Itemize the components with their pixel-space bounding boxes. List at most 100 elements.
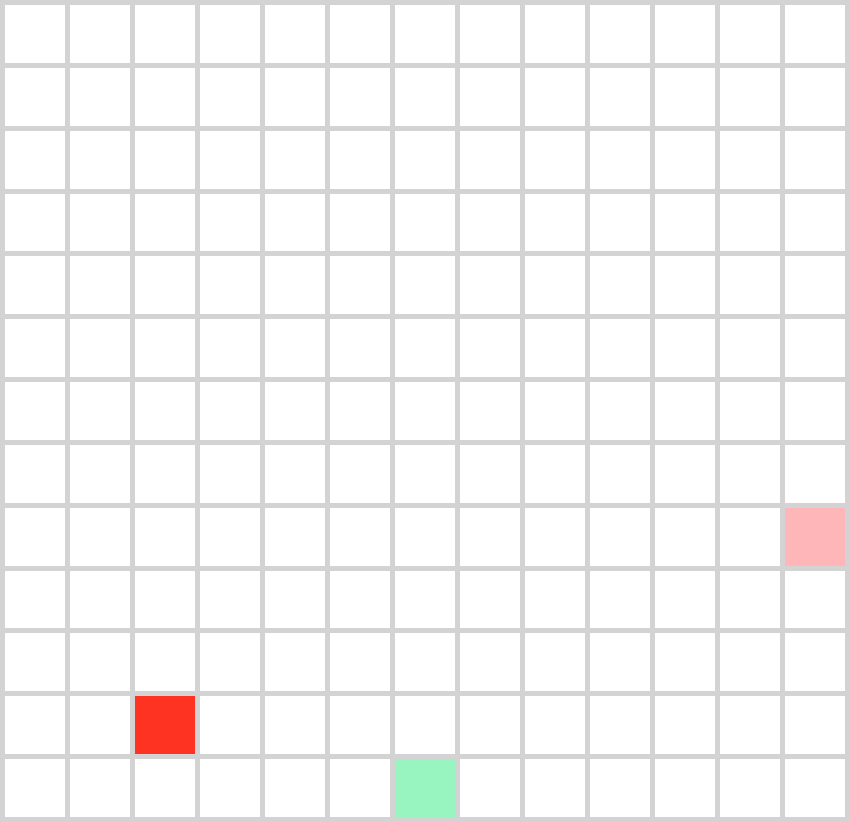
grid-cell[interactable] (720, 633, 780, 691)
grid-cell[interactable] (200, 759, 260, 817)
grid-cell[interactable] (785, 571, 845, 628)
grid-cell[interactable] (395, 382, 455, 440)
grid-cell[interactable] (655, 696, 715, 754)
grid-cell[interactable] (395, 696, 455, 754)
grid-cell[interactable] (395, 131, 455, 189)
grid-cell[interactable] (525, 194, 585, 251)
grid-cell[interactable] (330, 382, 390, 440)
grid-cell[interactable] (525, 508, 585, 566)
grid-cell[interactable] (590, 5, 650, 63)
grid-cell[interactable] (330, 5, 390, 63)
grid-cell[interactable] (395, 445, 455, 503)
grid-cell[interactable] (655, 445, 715, 503)
grid-cell[interactable] (460, 5, 520, 63)
grid-cell[interactable] (5, 508, 65, 566)
grid-cell[interactable] (200, 5, 260, 63)
grid-cell[interactable] (330, 696, 390, 754)
grid-cell[interactable] (720, 445, 780, 503)
grid-cell[interactable] (655, 759, 715, 817)
grid-cell[interactable] (720, 68, 780, 126)
grid-cell[interactable] (720, 759, 780, 817)
grid-cell[interactable] (785, 256, 845, 314)
grid-cell[interactable] (5, 633, 65, 691)
grid-cell[interactable] (200, 382, 260, 440)
grid-cell[interactable] (200, 194, 260, 251)
grid-cell[interactable] (70, 256, 130, 314)
grid-cell[interactable] (590, 256, 650, 314)
grid-cell[interactable] (525, 256, 585, 314)
grid-cell[interactable] (265, 256, 325, 314)
grid-cell[interactable] (200, 633, 260, 691)
grid-cell[interactable] (590, 633, 650, 691)
grid-cell[interactable] (460, 633, 520, 691)
grid-cell[interactable] (395, 633, 455, 691)
grid-cell[interactable] (200, 508, 260, 566)
grid-cell[interactable] (720, 256, 780, 314)
grid-cell[interactable] (265, 696, 325, 754)
grid-cell[interactable] (70, 759, 130, 817)
grid-cell[interactable] (785, 759, 845, 817)
grid-cell[interactable] (330, 68, 390, 126)
grid-cell[interactable] (330, 445, 390, 503)
grid-cell[interactable] (5, 5, 65, 63)
grid-cell[interactable] (135, 68, 195, 126)
grid-cell[interactable] (5, 319, 65, 377)
grid-cell[interactable] (460, 445, 520, 503)
grid-cell[interactable] (70, 571, 130, 628)
grid-cell[interactable] (590, 508, 650, 566)
grid-cell[interactable] (720, 382, 780, 440)
grid-cell[interactable] (590, 68, 650, 126)
grid-cell[interactable] (135, 194, 195, 251)
grid-cell[interactable] (265, 68, 325, 126)
grid-cell[interactable] (265, 445, 325, 503)
grid-cell[interactable] (70, 5, 130, 63)
grid-cell[interactable] (265, 382, 325, 440)
grid-cell[interactable] (590, 445, 650, 503)
grid-cell[interactable] (265, 571, 325, 628)
grid-cell[interactable] (460, 256, 520, 314)
grid-cell[interactable] (720, 194, 780, 251)
grid-cell[interactable] (135, 382, 195, 440)
grid-cell[interactable] (330, 759, 390, 817)
grid-cell[interactable] (70, 508, 130, 566)
grid-cell[interactable] (70, 382, 130, 440)
grid-cell[interactable] (265, 759, 325, 817)
grid-cell[interactable] (720, 508, 780, 566)
grid-cell[interactable] (525, 131, 585, 189)
grid-cell[interactable] (590, 759, 650, 817)
grid-cell[interactable] (525, 633, 585, 691)
grid-cell[interactable] (590, 382, 650, 440)
grid-cell[interactable] (330, 571, 390, 628)
grid-cell[interactable] (5, 759, 65, 817)
grid-cell[interactable] (330, 256, 390, 314)
grid-cell[interactable] (460, 696, 520, 754)
grid-cell[interactable] (785, 633, 845, 691)
pink-cell[interactable] (785, 508, 845, 566)
grid-cell[interactable] (525, 696, 585, 754)
grid-cell[interactable] (785, 319, 845, 377)
green-cell[interactable] (395, 759, 455, 817)
grid-cell[interactable] (655, 508, 715, 566)
grid-cell[interactable] (460, 508, 520, 566)
grid-cell[interactable] (200, 696, 260, 754)
grid-cell[interactable] (5, 696, 65, 754)
grid-cell[interactable] (330, 194, 390, 251)
grid-cell[interactable] (135, 508, 195, 566)
grid-cell[interactable] (135, 445, 195, 503)
grid-cell[interactable] (5, 571, 65, 628)
grid-cell[interactable] (460, 68, 520, 126)
grid-cell[interactable] (460, 194, 520, 251)
grid-cell[interactable] (330, 131, 390, 189)
grid-cell[interactable] (330, 508, 390, 566)
grid-cell[interactable] (70, 633, 130, 691)
grid-cell[interactable] (655, 382, 715, 440)
grid-cell[interactable] (200, 131, 260, 189)
grid-cell[interactable] (460, 131, 520, 189)
grid-cell[interactable] (265, 5, 325, 63)
grid-cell[interactable] (135, 633, 195, 691)
grid-cell[interactable] (655, 68, 715, 126)
grid-cell[interactable] (265, 508, 325, 566)
grid-cell[interactable] (135, 256, 195, 314)
grid-cell[interactable] (265, 633, 325, 691)
grid-cell[interactable] (655, 131, 715, 189)
